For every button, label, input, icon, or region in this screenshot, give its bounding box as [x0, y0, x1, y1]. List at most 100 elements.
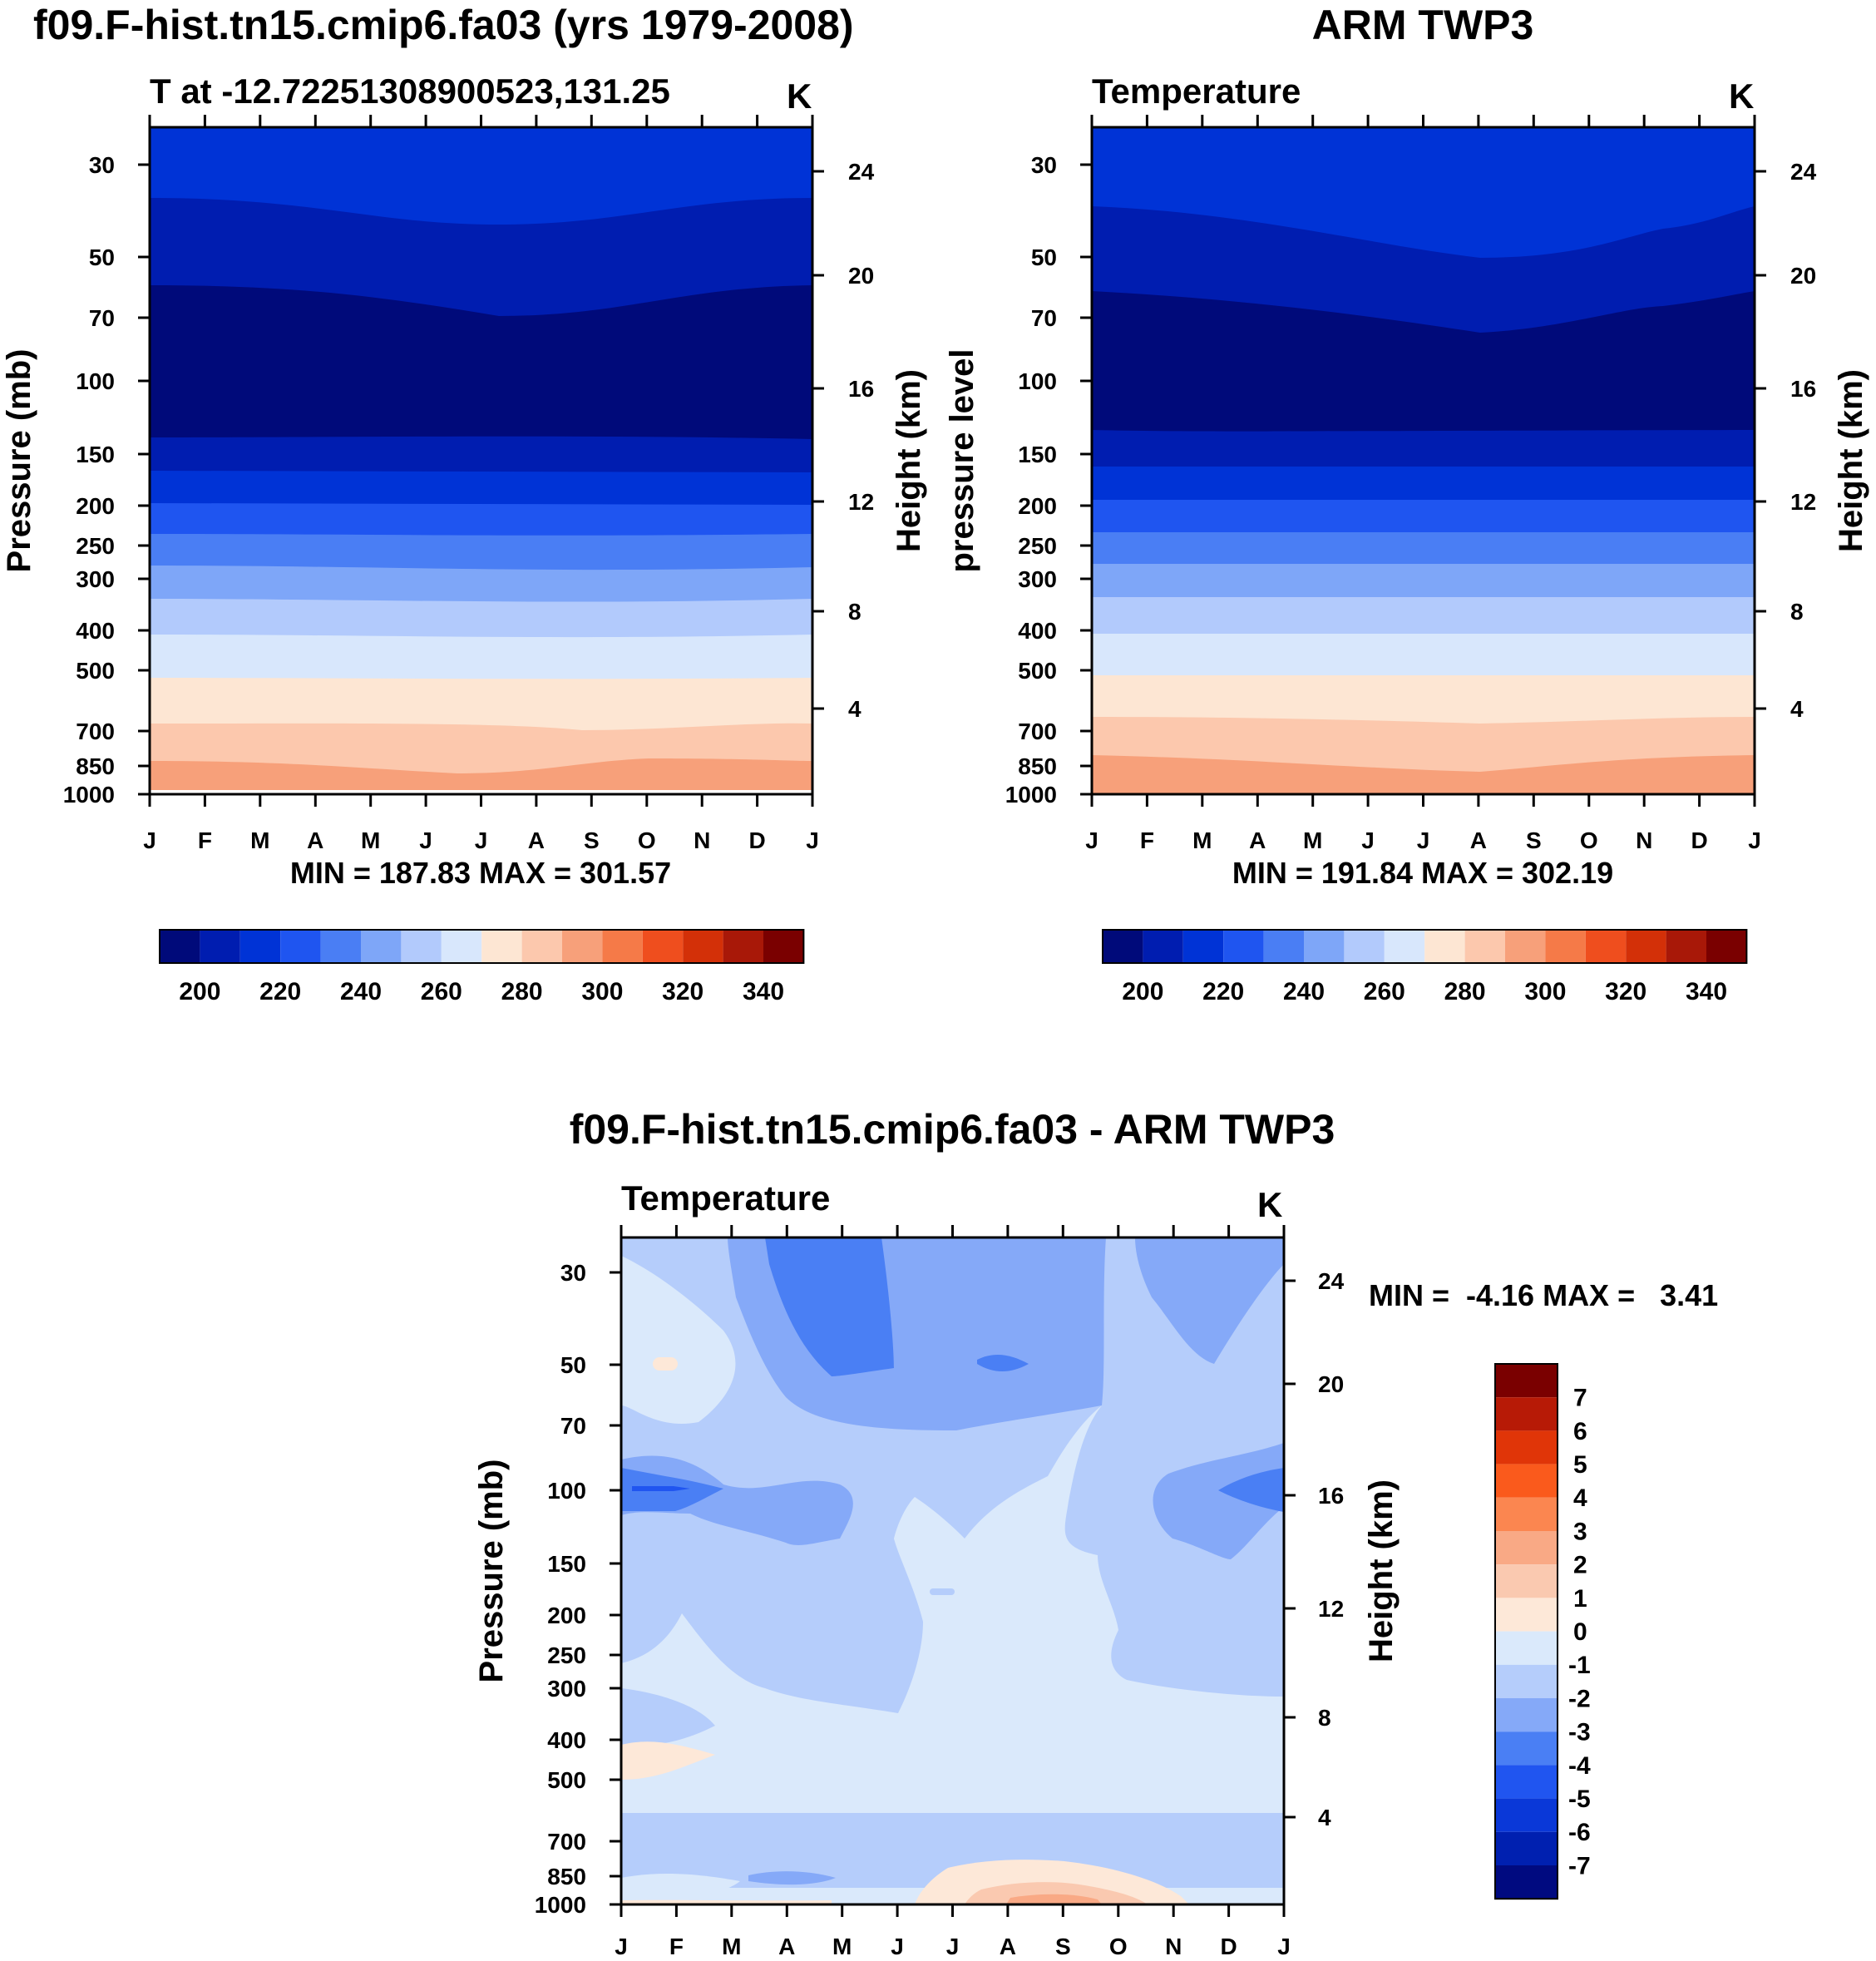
band [930, 1588, 955, 1595]
y-tick-label: 100 [76, 368, 115, 394]
colorbar-cell [1495, 1531, 1558, 1565]
y-tick-label: 30 [1031, 152, 1057, 178]
contour-field [1092, 127, 1755, 794]
x-tick-labels: J F M A M J J A S O N D J [615, 1934, 1291, 1959]
band [150, 758, 812, 794]
y-tick-label: 50 [560, 1352, 586, 1378]
colorbar-label: 7 [1573, 1385, 1587, 1412]
y-tick-label: 850 [76, 753, 115, 779]
panel-title: f09.F-hist.tn15.cmip6.fa03 (yrs 1979-200… [33, 2, 854, 48]
y-tick-label: 100 [1018, 368, 1057, 394]
colorbar-cell [1706, 930, 1747, 963]
colorbar-cell [1182, 930, 1224, 963]
colorbar-cell [1495, 1698, 1558, 1732]
min-max-stats: MIN = 187.83 MAX = 301.57 [290, 856, 671, 890]
x-tick-labels: J F M A M J J A S O N D J [1085, 827, 1761, 853]
colorbar-label: -7 [1568, 1852, 1591, 1879]
colorbar-label: 6 [1573, 1418, 1587, 1445]
colorbar-cell [239, 930, 281, 963]
colorbar-cell [723, 930, 763, 963]
units-label: K [1729, 77, 1754, 116]
band [621, 1874, 740, 1898]
y2-axis-label: Height (km) [891, 369, 927, 552]
y2-axis-label: Height (km) [1833, 369, 1869, 552]
colorbar-cell [1495, 1464, 1558, 1498]
colorbar-cell [1495, 1664, 1558, 1698]
y2-tick-label: 4 [1790, 696, 1804, 722]
colorbar-label: 300 [581, 978, 623, 1005]
x-tick-label: O [638, 827, 656, 853]
colorbar-frame [1102, 929, 1748, 964]
units-label: K [1257, 1185, 1282, 1224]
band [1092, 755, 1755, 794]
band [1006, 1894, 1102, 1904]
x-axis: J F M A M J J A S O N D J [615, 1225, 1291, 1959]
colorbar: 7 6 5 4 3 2 1 0 -1 -2 -3 -4 -5 -6 -7 [1494, 1363, 1591, 1900]
colorbar-cell [1223, 930, 1264, 963]
colorbar-label: 4 [1573, 1484, 1587, 1512]
colorbar-cell [1424, 930, 1465, 963]
y-tick-label: 700 [76, 719, 115, 744]
x-tick-label: A [307, 827, 323, 853]
band [977, 1354, 1029, 1371]
y-tick-label: 250 [76, 533, 115, 559]
panel-difference: f09.F-hist.tn15.cmip6.fa03 - ARM TWP3 Te… [473, 1106, 1718, 1959]
y-tick-label: 70 [560, 1413, 586, 1439]
colorbar-label: -6 [1568, 1819, 1591, 1846]
colorbar-cells [1103, 930, 1747, 963]
x-tick-label: J [1085, 827, 1098, 853]
x-tick-label: J [419, 827, 432, 853]
colorbar-cell [1495, 1798, 1558, 1832]
colorbar-cell [763, 930, 804, 963]
x-tick-label: S [1055, 1934, 1071, 1959]
x-tick-label: A [1000, 1934, 1016, 1959]
x-tick-labels: J F M A M J J A S O N D J [143, 827, 819, 853]
x-axis: J F M A M J J A S O N D J [1085, 115, 1761, 853]
y-tick-label: 400 [547, 1727, 586, 1753]
colorbar-label: 340 [743, 978, 784, 1005]
colorbar-cell [642, 930, 684, 963]
colorbar-cell [1495, 1631, 1558, 1665]
colorbar-label: 280 [501, 978, 543, 1005]
colorbar-cell [1344, 930, 1385, 963]
colorbar-cell [1143, 930, 1183, 963]
colorbar-label: -2 [1568, 1685, 1591, 1712]
x-tick-label: F [669, 1934, 684, 1959]
x-tick-label: J [475, 827, 488, 853]
y-tick-label: 70 [1031, 305, 1057, 331]
colorbar: 200 220 240 260 280 300 320 340 [1102, 929, 1748, 1005]
y-axis-label: Pressure (mb) [1, 349, 37, 573]
y-tick-label: 700 [1018, 719, 1057, 744]
band [621, 1405, 1284, 1813]
colorbar-cell [1495, 1497, 1558, 1531]
colorbar-cell [441, 930, 482, 963]
colorbar-label: -1 [1568, 1652, 1591, 1679]
band [632, 1486, 690, 1491]
y-axis-right: 24 20 16 12 8 4 Height (km) [1284, 1268, 1400, 1830]
colorbar-cell [1626, 930, 1666, 963]
y2-tick-label: 20 [1318, 1371, 1344, 1397]
y-tick-label: 500 [76, 658, 115, 684]
colorbar-cell [1495, 1598, 1558, 1632]
y-tick-label: 100 [547, 1478, 586, 1504]
band [150, 790, 812, 794]
y-tick-label: 400 [76, 618, 115, 644]
colorbar-label: 3 [1573, 1518, 1587, 1545]
colorbar-cell [1304, 930, 1345, 963]
panel-subtitle: Temperature [621, 1178, 830, 1218]
y-tick-label: 1000 [63, 782, 115, 808]
colorbar-cell [401, 930, 442, 963]
y-axis-label: Pressure (mb) [473, 1460, 510, 1683]
x-tick-label: F [198, 827, 212, 853]
colorbar-frame [1494, 1363, 1558, 1900]
colorbar-cell [1495, 1397, 1558, 1431]
x-tick-label: J [1748, 827, 1761, 853]
colorbar-cell [1103, 930, 1143, 963]
panel-subtitle: Temperature [1092, 72, 1301, 111]
x-tick-label: M [1303, 827, 1322, 853]
colorbar-cell [1505, 930, 1546, 963]
y2-tick-label: 8 [1790, 599, 1804, 625]
y-tick-label: 400 [1018, 618, 1057, 644]
y2-tick-label: 4 [848, 696, 861, 722]
